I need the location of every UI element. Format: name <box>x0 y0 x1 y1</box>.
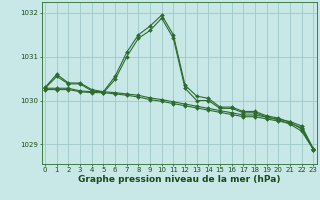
X-axis label: Graphe pression niveau de la mer (hPa): Graphe pression niveau de la mer (hPa) <box>78 175 280 184</box>
